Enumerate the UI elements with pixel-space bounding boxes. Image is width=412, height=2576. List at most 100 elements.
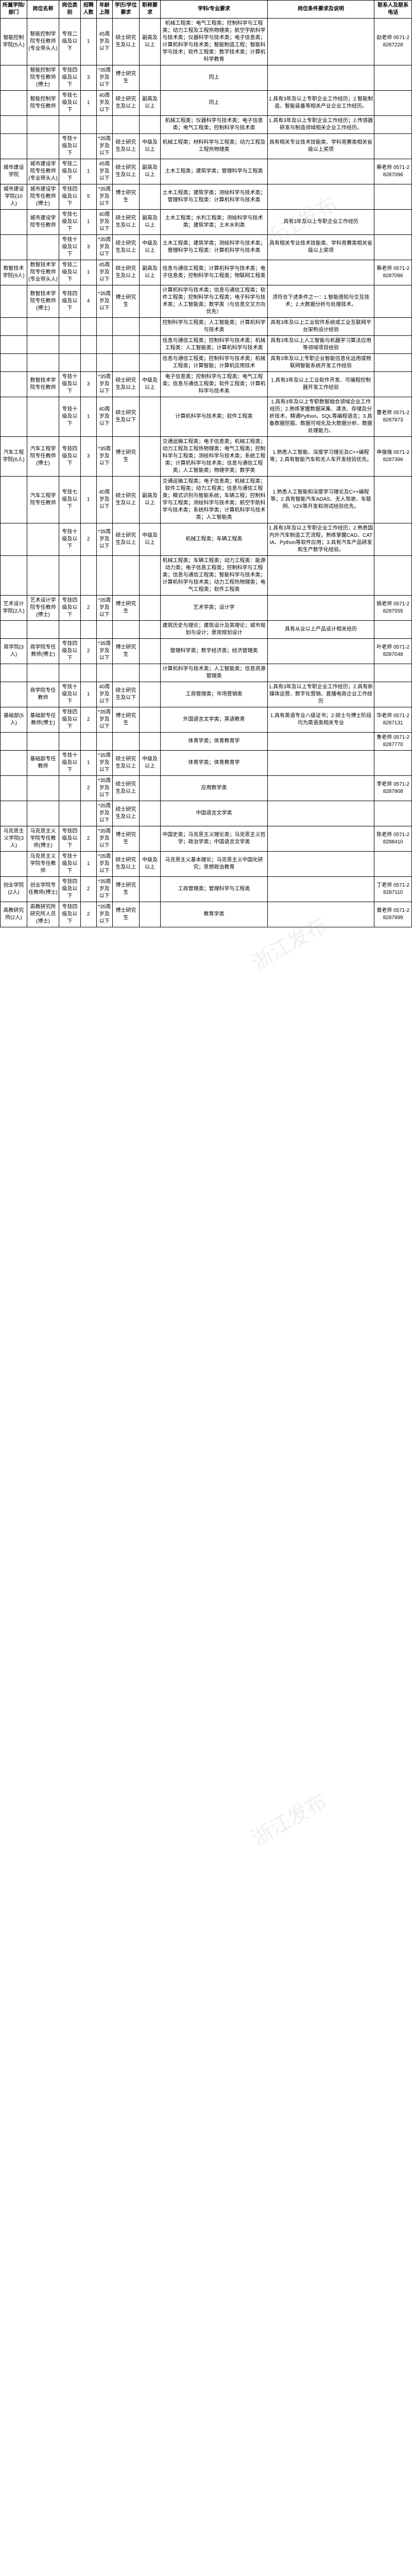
- cell-num: 3: [80, 437, 96, 477]
- cell-post: [27, 116, 59, 134]
- cell-subj: 同上: [161, 65, 268, 91]
- cell-title: [139, 776, 161, 801]
- cell-post: 智能控制学院专任教师(博士): [27, 65, 59, 91]
- cell-subj: 机械工程类；车辆工程类: [161, 523, 268, 556]
- cell-type: [59, 621, 81, 639]
- cell-num: [80, 556, 96, 596]
- cell-num: 2: [80, 523, 96, 556]
- cell-dept: [1, 235, 27, 260]
- cell-edu: 硕士研究生及以上: [112, 852, 139, 877]
- cell-edu: 硕士研究生及以上: [112, 210, 139, 235]
- cell-edu: 硕士研究生及以上: [112, 477, 139, 523]
- cell-type: 专技二级及以下: [59, 19, 81, 65]
- cell-type: 专技四级及以下: [59, 596, 81, 621]
- cell-num: 1: [80, 477, 96, 523]
- cell-post: 智能控制学院专任教师: [27, 91, 59, 116]
- cell-type: 专技十级及以下: [59, 134, 81, 159]
- cell-title: 副高及以上: [139, 159, 161, 184]
- table-row: *35周岁及以下硕士研究生及以上中国语言文学类: [1, 801, 412, 826]
- cell-dept: [1, 134, 27, 159]
- cell-age: 45周岁及以下: [96, 159, 112, 184]
- cell-age: *35周岁及以下: [96, 852, 112, 877]
- cell-age: *35周岁及以下: [96, 235, 112, 260]
- cell-num: [80, 116, 96, 134]
- cell-dept: 基础部(5人): [1, 707, 27, 733]
- cell-contact: 陈老师 0571-28288410: [374, 826, 412, 852]
- cell-title: [139, 621, 161, 639]
- cell-subj: 计算机科学与技术类；信息与通信工程类；软件工程类；控制科学与工程类；电子科学与技…: [161, 285, 268, 318]
- table-row: 数智技术学院专任教师专技十级及以下3*35周岁及以下硕士研究生及以上中级及以上电…: [1, 372, 412, 397]
- cell-dept: [1, 733, 27, 751]
- cell-subj: 土木工程类；建筑学类；测绘科学与技术类；管理科学与工程类：计算机科学与技术类: [161, 235, 268, 260]
- cell-dept: 商学院(3人): [1, 639, 27, 664]
- cell-contact: [374, 664, 412, 682]
- table-header-row: 所属学院/部门岗位名称岗位类别招聘人数年龄上限学历/学位要求职称要求学科/专业要…: [1, 1, 412, 19]
- cell-subj: 同上: [161, 91, 268, 116]
- cell-subj: 交通运输工程类；电子信息类；机械工程类；动力工程及工程热物理类；电气工程类；控制…: [161, 437, 268, 477]
- cell-post: 马克思主义学院专任教师(博士): [27, 826, 59, 852]
- cell-num: [80, 801, 96, 826]
- cell-post: 商学院专任教师: [27, 682, 59, 707]
- cell-subj: 体育学类；体育教育学: [161, 751, 268, 776]
- cell-req: 具有从业以上产品设计相关经历: [267, 621, 374, 639]
- cell-post: 商学院专任教师(博士): [27, 639, 59, 664]
- cell-req: [267, 639, 374, 664]
- cell-contact: [374, 91, 412, 116]
- cell-dept: [1, 210, 27, 235]
- cell-edu: [112, 556, 139, 596]
- cell-edu: [112, 664, 139, 682]
- cell-edu: 硕士研究生及以下: [112, 397, 139, 437]
- cell-contact: 曾老师 0571-28287999: [374, 902, 412, 927]
- cell-type: 专技七级及以下: [59, 210, 81, 235]
- cell-edu: 硕士研究生及以上: [112, 776, 139, 801]
- cell-edu: 博士研究生: [112, 596, 139, 621]
- cell-contact: [374, 477, 412, 523]
- cell-subj: 土木工程类；水利工程类；测绘科学与技术类；建筑学类；土木水利类: [161, 210, 268, 235]
- cell-edu: 硕士研究生及以上: [112, 751, 139, 776]
- cell-dept: [1, 664, 27, 682]
- cell-req: [267, 751, 374, 776]
- cell-num: 1: [80, 682, 96, 707]
- cell-edu: 博士研究生: [112, 437, 139, 477]
- cell-dept: [1, 776, 27, 801]
- table-row: 信息与通信工程类；控制科学与技术类；机械工程类；计算智能；计算机应用技术具有3年…: [1, 354, 412, 372]
- cell-num: [80, 733, 96, 751]
- cell-age: *35周岁及以下: [96, 523, 112, 556]
- cell-edu: 博士研究生: [112, 65, 139, 91]
- cell-type: 专技二级及以下: [59, 159, 81, 184]
- cell-post: [27, 776, 59, 801]
- cell-req: 1.具有3年及以上专职企业工作经历；2.传感器研发与制造领域相关企业工作经历。: [267, 116, 374, 134]
- cell-age: [96, 336, 112, 354]
- cell-type: 专技四级及以下: [59, 639, 81, 664]
- recruitment-table: 所属学院/部门岗位名称岗位类别招聘人数年龄上限学历/学位要求职称要求学科/专业要…: [0, 0, 412, 927]
- cell-post: 汽车工程学院专任教师: [27, 477, 59, 523]
- cell-type: [59, 733, 81, 751]
- cell-dept: 马克思主义学院(3人): [1, 826, 27, 852]
- cell-title: [139, 826, 161, 852]
- cell-subj: 工商管理类；管理科学与工程类: [161, 877, 268, 902]
- cell-type: [59, 336, 81, 354]
- cell-subj: 机械工程类；车辆工程类；动力工程类：能源动力类；电子信息工程类；控制科学与工程类…: [161, 556, 268, 596]
- table-row: 数智技术学院(9人)数智技术学院专任教师(专业带头人)专技二级及以下145周岁及…: [1, 260, 412, 285]
- cell-num: 2: [80, 596, 96, 621]
- cell-edu: 博士研究生: [112, 707, 139, 733]
- cell-contact: 蔡老师 0571-28287096: [374, 159, 412, 184]
- table-row: 马克思主义学院专任教师专技十级及以下1*35周岁及以下硕士研究生及以上中级及以上…: [1, 852, 412, 877]
- cell-type: [59, 556, 81, 596]
- cell-dept: [1, 682, 27, 707]
- cell-contact: [374, 116, 412, 134]
- cell-req: 1.具有3年及以上专职数智融合领域企业工作经历；2.熟练掌握数据采集、清洗、存储…: [267, 397, 374, 437]
- cell-dept: [1, 372, 27, 397]
- cell-edu: 硕士研究生及以上: [112, 260, 139, 285]
- cell-post: [27, 336, 59, 354]
- table-row: 城市建设学院专任教师专技七级及以下140周岁及以下硕士研究生及以上副高及以上土木…: [1, 210, 412, 235]
- cell-dept: 城市建设学院: [1, 159, 27, 184]
- cell-req: [267, 877, 374, 902]
- cell-type: [59, 354, 81, 372]
- cell-age: 40周岁及以下: [96, 210, 112, 235]
- cell-num: 4: [80, 285, 96, 318]
- cell-post: 艺术设计学院专任教师(博士): [27, 596, 59, 621]
- cell-num: 2: [80, 776, 96, 801]
- cell-dept: [1, 852, 27, 877]
- cell-title: [139, 556, 161, 596]
